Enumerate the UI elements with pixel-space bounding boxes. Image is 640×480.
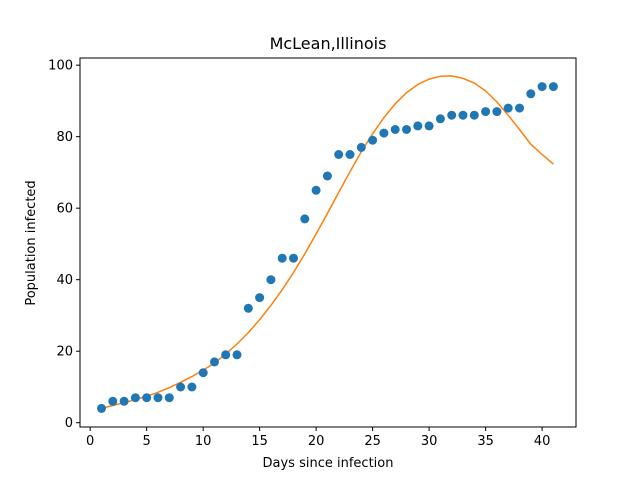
- data-point: [345, 150, 355, 159]
- data-point: [130, 393, 140, 403]
- data-point: [379, 128, 389, 138]
- fit-line: [101, 75, 554, 410]
- data-point: [187, 382, 197, 392]
- data-point: [402, 125, 411, 134]
- data-point: [142, 393, 152, 403]
- data-point: [390, 125, 400, 134]
- data-point: [334, 150, 344, 159]
- data-point: [243, 303, 253, 313]
- y-tick-label: 0: [65, 416, 73, 431]
- data-point: [176, 382, 186, 392]
- data-point: [503, 103, 513, 113]
- x-tick-label: 0: [86, 434, 94, 449]
- data-point: [221, 350, 231, 360]
- data-point: [266, 275, 276, 285]
- y-tick-label: 60: [56, 202, 73, 217]
- data-point: [492, 107, 502, 117]
- data-point: [97, 403, 106, 413]
- y-axis-title: Population infected: [24, 180, 39, 305]
- x-tick-label: 15: [251, 434, 268, 449]
- x-axis: 0 5 10 15 20 25 30 35 40: [86, 427, 550, 449]
- data-point: [481, 107, 491, 117]
- data-point: [447, 110, 457, 120]
- data-point: [232, 350, 242, 360]
- data-point: [289, 253, 298, 263]
- x-tick-label: 30: [421, 434, 438, 449]
- data-point: [368, 135, 378, 145]
- data-point: [424, 121, 434, 131]
- data-point: [277, 253, 287, 263]
- x-tick-label: 35: [477, 434, 494, 449]
- data-point: [526, 89, 536, 99]
- x-axis-title: Days since infection: [263, 456, 394, 471]
- data-point: [119, 396, 129, 406]
- x-tick-label: 5: [143, 434, 151, 449]
- y-tick-label: 80: [56, 130, 73, 145]
- data-point: [164, 393, 174, 403]
- data-point: [322, 171, 332, 181]
- y-tick-label: 40: [56, 273, 73, 288]
- data-point: [413, 121, 423, 131]
- data-point: [198, 368, 208, 378]
- data-point: [255, 293, 265, 303]
- chart-title: McLean,Illinois: [270, 34, 387, 53]
- data-point: [435, 114, 445, 124]
- data-point: [458, 110, 468, 120]
- y-axis: 0 20 40 60 80 100: [48, 59, 80, 431]
- x-tick-label: 25: [364, 434, 381, 449]
- data-point: [515, 103, 524, 113]
- data-point: [537, 82, 547, 92]
- x-tick-label: 40: [534, 434, 551, 449]
- x-tick-label: 10: [195, 434, 212, 449]
- data-point: [108, 396, 118, 406]
- data-point: [300, 214, 310, 224]
- y-tick-label: 20: [56, 345, 73, 360]
- axes-frame: [79, 57, 577, 428]
- x-tick-label: 20: [308, 434, 325, 449]
- data-point: [548, 82, 558, 92]
- data-point: [153, 393, 163, 403]
- data-point: [469, 110, 479, 120]
- y-tick-label: 100: [48, 59, 73, 74]
- data-point: [210, 357, 219, 367]
- data-point: [356, 142, 366, 152]
- plot-area: [97, 75, 558, 413]
- data-point: [311, 185, 321, 195]
